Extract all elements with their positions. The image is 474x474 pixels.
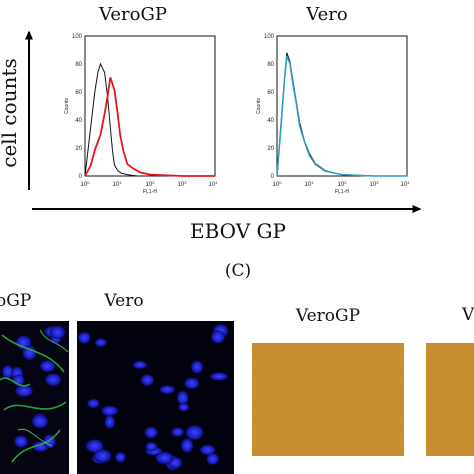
fluorescence-image-vero [77,321,234,474]
cell-nucleus [115,452,126,462]
y-tick-label: 80 [267,62,274,68]
histogram-series-black [277,53,407,176]
histogram-x-title: FL1-H [143,189,157,195]
cell-nucleus [2,365,13,378]
cell-nucleus [200,445,215,455]
histogram-series-red [85,77,215,176]
cell-nucleus [94,449,112,462]
brightfield-image-verogp [252,343,404,456]
x-tick-label: 103 [178,180,188,188]
x-tick-label: 104 [401,180,411,188]
cell-nucleus [133,361,146,369]
y-tick-label: 60 [267,90,274,96]
cell-nucleus [211,330,225,343]
cell-nucleus [177,391,189,405]
histogram-series-blue [277,56,407,176]
histogram-y-title: Counts [256,98,262,114]
y-tick-label: 80 [75,62,82,68]
histogram-frame [85,36,215,176]
y-tick-label: 100 [264,34,275,40]
cell-nucleus [15,385,33,397]
cell-nucleus [102,406,118,416]
micro-title: oGP [0,291,31,311]
histogram-series-black [85,64,215,176]
histogram-panel-vero: Vero Counts FL1-H 0 20 40 60 80 100 100 … [256,4,410,195]
fluorescence-image-verogp [0,321,69,474]
brightfield-image-vero [426,343,474,456]
cell-nucleus [156,452,174,464]
cell-nucleus [160,385,175,393]
y-tick-label: 20 [75,146,82,152]
y-tick-label: 60 [75,90,82,96]
micro-title: VeroGP [295,306,360,326]
cell-nucleus [146,442,158,451]
cell-nucleus [172,428,184,437]
x-tick-label: 101 [113,180,123,188]
y-tick-label: 0 [79,174,83,180]
histogram-x-title: FL1-H [335,189,349,195]
cell-nucleus [87,399,99,408]
cell-nucleus [181,438,193,452]
histogram-panel-verogp: VeroGP Counts FL1-H 0 20 40 60 80 100 10… [64,4,218,195]
x-tick-label: 100 [273,180,283,188]
x-tick-label: 103 [370,180,380,188]
cell-nucleus [14,436,28,448]
x-tick-label: 101 [305,180,315,188]
cell-nucleus [95,339,107,347]
cell-nucleus [141,374,154,385]
cell-nucleus [32,415,48,429]
cell-nucleus [40,360,55,371]
histogram-title: VeroGP [98,4,167,25]
cell-nucleus [50,326,65,339]
cell-nucleus [207,453,219,465]
histogram-title: Vero [305,4,347,25]
y-tick-label: 20 [267,146,274,152]
x-tick-label: 100 [81,180,91,188]
histogram-x-ticks: 100 101 102 103 104 [273,180,411,188]
micro-title: V [461,305,474,325]
histogram-x-ticks: 100 101 102 103 104 [81,180,219,188]
micro-title: Vero [103,291,143,311]
cell-nucleus [184,378,199,389]
cell-nucleus [186,425,204,440]
histogram-y-ticks: 0 20 40 60 80 100 [264,34,275,180]
x-axis-label: EBOV GP [190,219,286,243]
cell-nucleus [210,373,228,381]
y-tick-label: 40 [75,118,82,124]
cell-nucleus [105,415,115,428]
panel-letter: (C) [225,261,251,281]
cell-nucleus [45,374,61,386]
y-tick-label: 40 [267,118,274,124]
x-tick-label: 104 [209,180,219,188]
x-tick-label: 102 [338,180,348,188]
cell-nucleus [145,427,158,438]
x-tick-label: 102 [146,180,156,188]
y-tick-label: 0 [271,174,275,180]
y-axis-label: cell counts [0,58,21,168]
histogram-y-ticks: 0 20 40 60 80 100 [72,34,83,180]
y-tick-label: 100 [72,34,83,40]
histogram-y-title: Counts [64,98,70,114]
cell-nucleus [78,332,91,344]
cell-nucleus [191,361,203,374]
